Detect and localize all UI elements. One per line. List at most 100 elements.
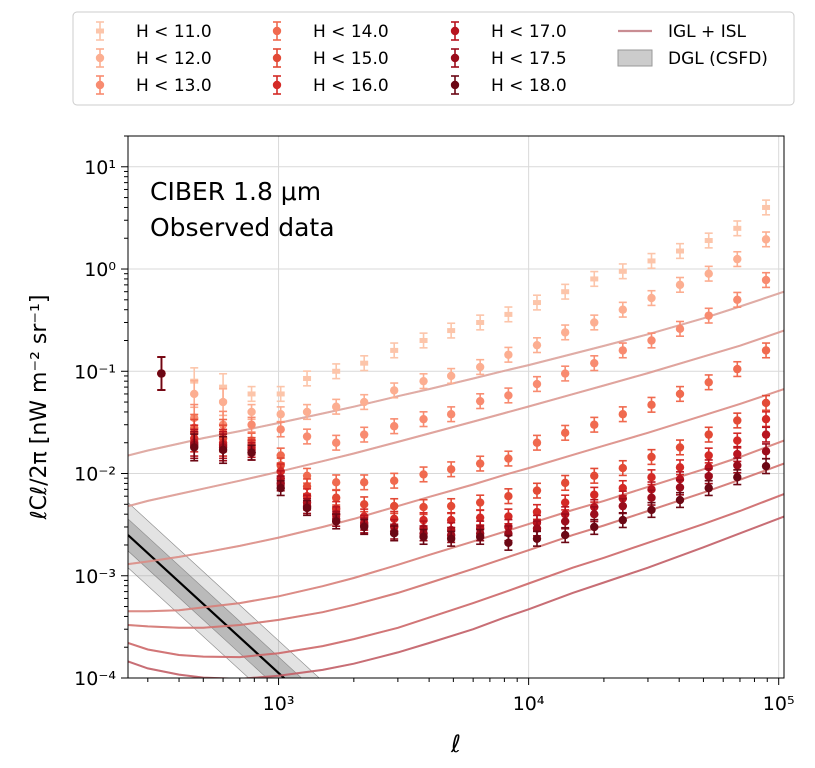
data-point	[359, 397, 369, 407]
data-point	[218, 397, 228, 407]
data-point	[647, 336, 656, 345]
data-point	[590, 490, 599, 499]
data-point	[389, 501, 399, 511]
data-point	[618, 305, 628, 314]
data-point	[389, 476, 399, 485]
data-point	[675, 463, 685, 472]
data-point	[302, 471, 312, 480]
legend-marker	[272, 53, 282, 63]
legend-entry: H < 18.0	[450, 75, 567, 96]
data-point	[446, 534, 456, 543]
data-point	[190, 389, 199, 399]
data-point	[302, 432, 312, 441]
data-point	[532, 507, 542, 517]
data-point	[446, 410, 456, 419]
data-point	[733, 295, 742, 305]
data-point	[359, 522, 369, 532]
data-point	[761, 447, 771, 456]
model-curve	[128, 388, 784, 566]
legend-marker	[95, 80, 105, 90]
legend-label: IGL + ISL	[668, 22, 747, 42]
data-point	[590, 420, 599, 429]
data-point	[475, 362, 485, 372]
data-point	[359, 430, 369, 439]
legend-entry: H < 11.0	[96, 21, 212, 42]
data-point	[704, 483, 713, 493]
data-point	[247, 391, 256, 397]
data-point	[704, 472, 713, 481]
data-point	[475, 498, 485, 507]
data-point	[560, 530, 570, 540]
data-point	[446, 465, 456, 474]
model-curve-tint	[128, 388, 784, 566]
data-point	[157, 369, 166, 378]
data-point	[704, 311, 713, 320]
data-point	[532, 524, 542, 533]
legend-entry: H < 15.0	[272, 48, 389, 69]
data-point	[561, 289, 570, 295]
legend-entry-igl-isl: IGL + ISL	[618, 22, 747, 42]
data-point	[331, 517, 341, 526]
data-point	[761, 275, 771, 285]
model-curve	[128, 439, 784, 613]
data-point	[590, 471, 599, 480]
legend-label: H < 15.0	[313, 49, 389, 69]
data-point	[504, 311, 513, 317]
data-point	[647, 485, 656, 494]
data-point	[331, 493, 341, 502]
legend-marker	[450, 80, 460, 90]
x-axis-label: ℓ	[450, 730, 461, 758]
data-point	[475, 396, 485, 406]
legend-label: H < 13.0	[136, 76, 212, 96]
data-point	[733, 473, 742, 482]
data-point	[389, 386, 399, 395]
data-point	[504, 454, 513, 463]
y-tick-label: 10⁻³	[74, 566, 116, 588]
legend-label: H < 16.0	[313, 76, 389, 96]
data-point	[675, 495, 685, 505]
data-point	[360, 360, 369, 366]
data-point	[560, 328, 570, 337]
data-point	[247, 420, 256, 429]
data-point	[419, 414, 428, 424]
data-point	[647, 400, 656, 409]
data-point	[331, 402, 341, 411]
data-point	[532, 534, 542, 543]
y-tick-label: 10⁻⁴	[74, 668, 116, 690]
data-point	[475, 513, 485, 522]
data-point	[504, 512, 513, 521]
data-point	[675, 443, 685, 452]
legend-marker	[450, 26, 460, 36]
model-curve-tint	[128, 439, 784, 613]
data-point	[590, 276, 599, 282]
data-point	[618, 483, 628, 493]
model-curve	[128, 493, 784, 659]
data-point	[647, 293, 656, 303]
plot-frame	[127, 135, 785, 679]
data-point	[532, 486, 542, 495]
data-point	[560, 478, 570, 488]
dgl-outer-band	[128, 502, 320, 678]
data-point	[247, 448, 256, 457]
x-tick-label: 10³	[263, 693, 295, 715]
legend-box	[72, 11, 795, 106]
data-point	[733, 416, 742, 425]
data-point	[419, 502, 428, 512]
data-point	[590, 318, 599, 327]
data-point	[359, 500, 369, 509]
data-point	[419, 337, 428, 343]
data-points	[157, 199, 771, 551]
data-point	[276, 410, 285, 419]
data-point	[761, 461, 771, 471]
model-curve-tint	[128, 493, 784, 659]
legend: H < 11.0 H < 12.0 H < 13.0 H < 14.0 H < 15.0…	[95, 21, 768, 96]
legend-entry: H < 12.0	[95, 48, 212, 69]
y-tick-label: 10⁻¹	[74, 361, 116, 383]
data-point	[276, 425, 285, 434]
data-point	[704, 430, 713, 439]
data-point	[331, 438, 341, 447]
legend-entry: H < 17.5	[450, 48, 567, 69]
data-point	[761, 430, 771, 439]
data-point	[190, 443, 199, 452]
data-point	[476, 319, 485, 325]
